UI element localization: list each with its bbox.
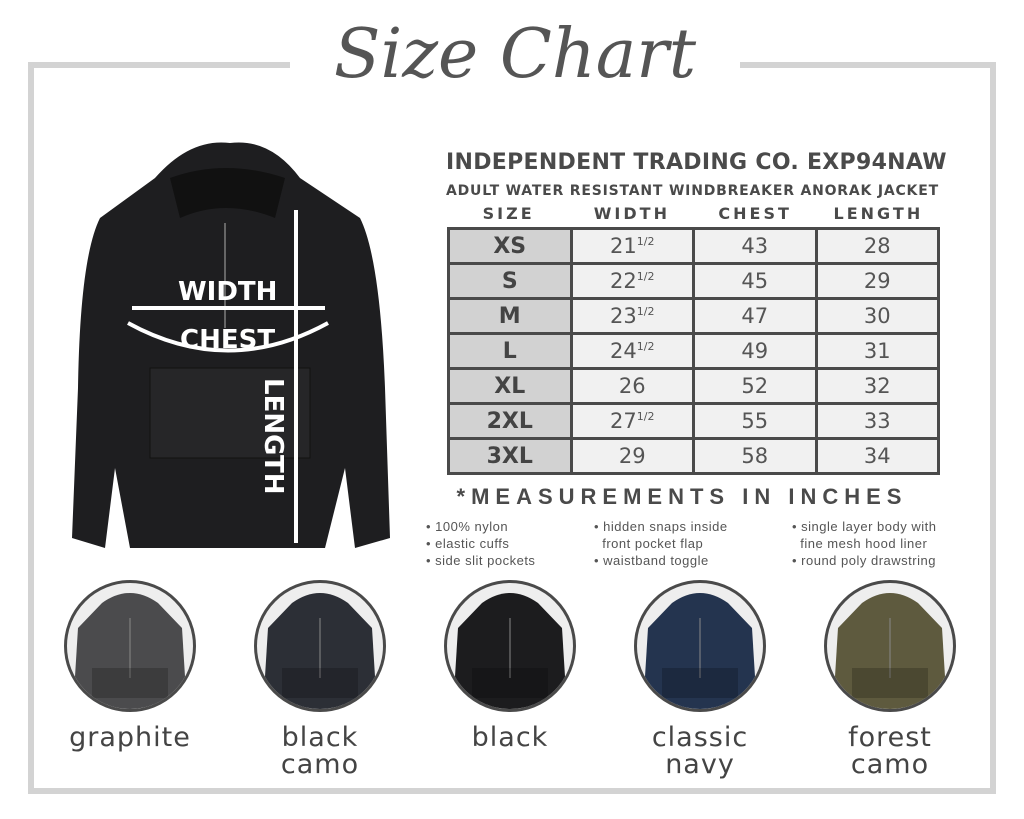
length-cell: 34 bbox=[814, 437, 940, 475]
width-cell: 231/2 bbox=[569, 297, 695, 335]
product-subtitle: ADULT WATER RESISTANT WINDBREAKER ANORAK… bbox=[446, 183, 939, 199]
color-name: forest bbox=[848, 722, 932, 753]
jacket-color-image bbox=[64, 580, 196, 712]
size-cell: L bbox=[447, 332, 573, 370]
header-size: SIZE bbox=[482, 204, 535, 223]
brand-heading: INDEPENDENT TRADING CO. EXP94NAW bbox=[446, 150, 947, 175]
header-width: WIDTH bbox=[593, 204, 670, 223]
header-length: LENGTH bbox=[833, 204, 924, 223]
width-value: 21 bbox=[610, 234, 637, 258]
table-row: L 241/2 49 31 bbox=[447, 332, 940, 370]
length-cell: 29 bbox=[814, 262, 940, 300]
measurement-note: *MEASUREMENTS IN INCHES bbox=[456, 484, 908, 509]
width-fraction: 1/2 bbox=[636, 235, 655, 248]
color-label: black camo bbox=[235, 724, 405, 778]
length-cell: 32 bbox=[814, 367, 940, 405]
jacket-color-image bbox=[444, 580, 576, 712]
width-fraction: 1/2 bbox=[636, 340, 655, 353]
width-value: 24 bbox=[610, 339, 637, 363]
color-label: black bbox=[425, 724, 595, 751]
feature-item: • round poly drawstring bbox=[792, 553, 936, 568]
color-swatch: black bbox=[425, 580, 595, 751]
jacket-color-image bbox=[634, 580, 766, 712]
chest-arrow bbox=[127, 321, 329, 353]
color-swatch: forest camo bbox=[805, 580, 975, 778]
color-name-2: navy bbox=[665, 749, 735, 780]
jacket-color-image bbox=[254, 580, 386, 712]
size-cell: M bbox=[447, 297, 573, 335]
color-name-2: camo bbox=[280, 749, 360, 780]
color-name: graphite bbox=[69, 722, 191, 753]
size-table: XS 211/2 43 28 S 221/2 45 29 M 231/2 47 30… bbox=[447, 227, 940, 475]
chest-cell: 49 bbox=[692, 332, 818, 370]
color-label: forest camo bbox=[805, 724, 975, 778]
length-cell: 33 bbox=[814, 402, 940, 440]
size-cell: XL bbox=[447, 367, 573, 405]
width-value: 23 bbox=[610, 304, 637, 328]
table-row: M 231/2 47 30 bbox=[447, 297, 940, 335]
length-cell: 30 bbox=[814, 297, 940, 335]
table-row: XL 26 52 32 bbox=[447, 367, 940, 405]
chest-cell: 47 bbox=[692, 297, 818, 335]
width-fraction: 1/2 bbox=[636, 410, 655, 423]
width-cell: 271/2 bbox=[569, 402, 695, 440]
width-value: 27 bbox=[610, 409, 637, 433]
chest-cell: 58 bbox=[692, 437, 818, 475]
width-fraction: 1/2 bbox=[636, 305, 655, 318]
length-label: LENGTH bbox=[258, 378, 288, 494]
color-label: graphite bbox=[45, 724, 215, 751]
features-col-3: • single layer body with fine mesh hood … bbox=[792, 518, 936, 569]
jacket-diagram: WIDTH CHEST LENGTH bbox=[72, 142, 390, 548]
color-name: black bbox=[281, 722, 359, 753]
color-label: classic navy bbox=[615, 724, 785, 778]
features-col-2: • hidden snaps inside front pocket flap •… bbox=[594, 518, 728, 569]
size-cell: 3XL bbox=[447, 437, 573, 475]
header-chest: CHEST bbox=[718, 204, 792, 223]
feature-item: • single layer body with bbox=[792, 519, 937, 534]
feature-item: • 100% nylon bbox=[426, 519, 509, 534]
feature-item: front pocket flap bbox=[594, 536, 704, 551]
width-cell: 241/2 bbox=[569, 332, 695, 370]
size-cell: 2XL bbox=[447, 402, 573, 440]
size-cell: S bbox=[447, 262, 573, 300]
feature-item: • elastic cuffs bbox=[426, 536, 510, 551]
chest-cell: 45 bbox=[692, 262, 818, 300]
features-col-1: • 100% nylon • elastic cuffs • side slit p… bbox=[426, 518, 535, 569]
width-cell: 211/2 bbox=[569, 227, 695, 265]
feature-item: • hidden snaps inside bbox=[594, 519, 728, 534]
color-name-2: camo bbox=[850, 749, 930, 780]
size-cell: XS bbox=[447, 227, 573, 265]
table-row: XS 211/2 43 28 bbox=[447, 227, 940, 265]
feature-item: fine mesh hood liner bbox=[792, 536, 928, 551]
table-headers: SIZE WIDTH CHEST LENGTH bbox=[447, 204, 940, 224]
feature-item: • waistband toggle bbox=[594, 553, 709, 568]
width-cell: 29 bbox=[569, 437, 695, 475]
width-fraction: 1/2 bbox=[636, 270, 655, 283]
color-swatch: classic navy bbox=[615, 580, 785, 778]
color-name: classic bbox=[651, 722, 749, 753]
width-value: 29 bbox=[618, 444, 646, 468]
color-name: black bbox=[471, 722, 549, 753]
chest-cell: 52 bbox=[692, 367, 818, 405]
table-row: 3XL 29 58 34 bbox=[447, 437, 940, 475]
width-cell: 221/2 bbox=[569, 262, 695, 300]
page-title: Size Chart bbox=[290, 0, 740, 110]
feature-item: • side slit pockets bbox=[426, 553, 536, 568]
jacket-color-image bbox=[824, 580, 956, 712]
length-cell: 31 bbox=[814, 332, 940, 370]
width-cell: 26 bbox=[569, 367, 695, 405]
table-row: 2XL 271/2 55 33 bbox=[447, 402, 940, 440]
width-value: 22 bbox=[610, 269, 637, 293]
chest-label: CHEST bbox=[180, 325, 275, 355]
table-row: S 221/2 45 29 bbox=[447, 262, 940, 300]
color-swatch: graphite bbox=[45, 580, 215, 751]
chest-cell: 55 bbox=[692, 402, 818, 440]
chest-cell: 43 bbox=[692, 227, 818, 265]
width-label: WIDTH bbox=[178, 277, 277, 307]
color-swatch: black camo bbox=[235, 580, 405, 778]
width-value: 26 bbox=[618, 374, 646, 398]
length-cell: 28 bbox=[814, 227, 940, 265]
